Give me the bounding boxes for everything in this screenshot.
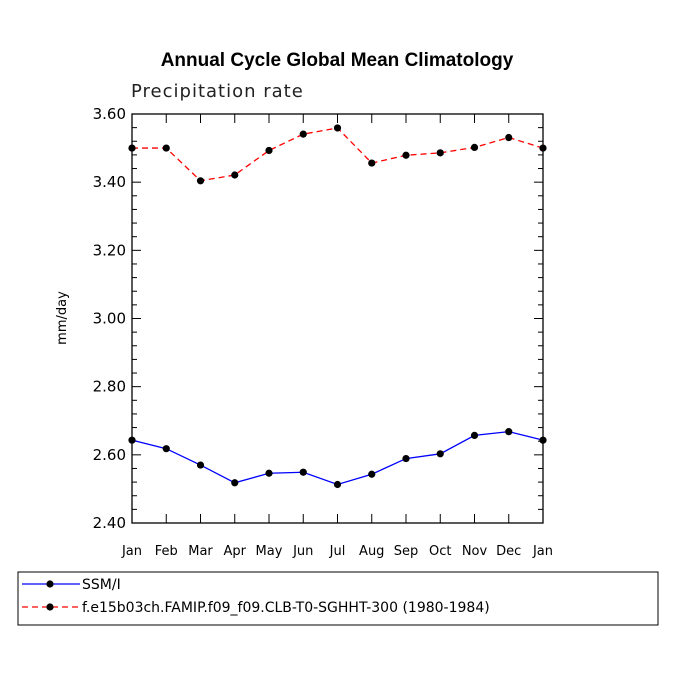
series-2-point xyxy=(333,124,342,132)
series-1-point xyxy=(162,445,170,453)
series-group xyxy=(128,124,547,489)
series-1-point xyxy=(539,436,547,444)
x-tick-label: Oct xyxy=(429,544,451,559)
x-tick-label: Sep xyxy=(394,544,419,559)
series-1-point xyxy=(505,428,513,436)
series-2-point xyxy=(402,151,410,159)
x-tick-labels: Jan Feb Mar Apr May Jun Jul Aug Sep Oct Nov Dec Jan xyxy=(121,544,553,559)
series-1-point xyxy=(436,450,444,458)
y-tick-label: 2.80 xyxy=(93,378,126,396)
series-line-2 xyxy=(132,127,544,182)
y-tick-label: 2.40 xyxy=(93,514,126,532)
legend-marker-1 xyxy=(46,580,54,588)
legend-marker-2 xyxy=(46,603,54,611)
legend: SSM/I f.e15b03ch.FAMIP.f09_f09.CLB-T0-SGH… xyxy=(22,577,490,616)
series-1-point xyxy=(402,454,410,463)
x-tick-label: Nov xyxy=(462,544,488,559)
series-2-point xyxy=(505,133,513,142)
y-tick-label: 3.20 xyxy=(93,241,126,259)
y-tick-label: 2.60 xyxy=(93,446,126,464)
x-tick-label: Feb xyxy=(155,544,178,559)
legend-label-1: SSM/I xyxy=(82,577,121,593)
series-1-point xyxy=(128,436,136,444)
series-1-point xyxy=(196,461,205,469)
y-tick-label: 3.60 xyxy=(93,105,126,123)
series-1-point xyxy=(265,469,273,477)
series-2-point xyxy=(231,171,239,179)
series-2-point xyxy=(299,130,307,138)
legend-label-2: f.e15b03ch.FAMIP.f09_f09.CLB-T0-SGHHT-30… xyxy=(82,600,490,616)
legend-box xyxy=(17,571,659,626)
plot-frame xyxy=(131,113,544,524)
series-2-point xyxy=(128,144,136,152)
x-tick-label: Jan xyxy=(121,544,142,559)
chart-title: Annual Cycle Global Mean Climatology xyxy=(161,50,514,71)
series-2-point xyxy=(265,146,273,155)
series-2-point xyxy=(539,144,547,152)
series-1-point xyxy=(299,468,307,476)
x-tick-label: May xyxy=(256,544,283,559)
series-1-point xyxy=(231,479,239,487)
y-tick-label: 3.00 xyxy=(93,310,126,328)
x-tick-label: Mar xyxy=(188,544,213,559)
chart-subtitle: Precipitation rate xyxy=(131,81,304,102)
series-1-point xyxy=(470,431,479,440)
y-axis-label: mm/day xyxy=(55,291,70,345)
x-tick-label: Aug xyxy=(359,544,384,559)
x-tick-label: Jan xyxy=(532,544,553,559)
series-1-point xyxy=(368,470,376,478)
series-2-point xyxy=(470,143,479,152)
series-2-point xyxy=(162,144,170,152)
series-2-point xyxy=(196,177,205,185)
series-2-point xyxy=(368,159,376,167)
series-1-point xyxy=(333,480,342,489)
y-tick-label: 3.40 xyxy=(93,173,126,191)
x-tick-label: Jun xyxy=(292,544,313,559)
series-2-point xyxy=(436,149,444,157)
y-tick-labels: 2.40 2.60 2.80 3.00 3.20 3.40 3.60 xyxy=(93,105,126,532)
x-tick-label: Dec xyxy=(496,544,521,559)
x-tick-label: Apr xyxy=(224,544,247,559)
x-tick-label: Jul xyxy=(329,544,346,559)
series-line-1 xyxy=(131,431,544,486)
